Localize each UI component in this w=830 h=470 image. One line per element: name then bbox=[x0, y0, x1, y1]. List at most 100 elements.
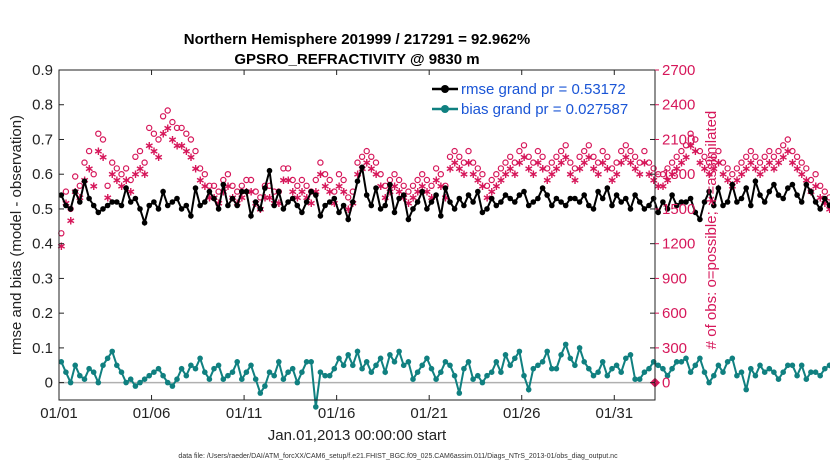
obs-possible-point bbox=[618, 147, 625, 155]
obs-possible-point bbox=[409, 182, 417, 189]
obs-assimilated-point: ∗ bbox=[214, 196, 224, 210]
rmse-point bbox=[239, 188, 245, 195]
obs-assimilated-point: ∗ bbox=[579, 156, 589, 170]
obs-possible-point bbox=[326, 176, 333, 184]
obs-possible-point bbox=[298, 176, 306, 184]
obs-possible-point bbox=[594, 159, 602, 166]
obs-possible-point bbox=[132, 153, 139, 160]
bias-point bbox=[794, 372, 800, 379]
rmse-point bbox=[572, 195, 578, 202]
obs-assimilated-point: ∗ bbox=[473, 173, 483, 187]
obs-possible-point bbox=[525, 153, 532, 160]
obs-assimilated-point: ∗ bbox=[181, 144, 191, 158]
rmse-point bbox=[336, 209, 342, 216]
obs-possible-point bbox=[451, 147, 458, 155]
obs-possible-point bbox=[303, 182, 310, 189]
obs-possible-point bbox=[432, 165, 440, 172]
obs-possible-point bbox=[479, 170, 486, 178]
obs-assimilated-point: ∗ bbox=[792, 161, 802, 175]
rmse-point bbox=[780, 195, 786, 202]
obs-possible-point bbox=[76, 182, 84, 189]
rmse-point bbox=[618, 199, 624, 205]
obs-possible-point bbox=[599, 147, 606, 155]
bias-point bbox=[433, 376, 439, 383]
obs-possible-point bbox=[793, 153, 801, 160]
obs-assimilated-point: ∗ bbox=[741, 161, 751, 175]
obs-assimilated-point: ∗ bbox=[667, 167, 677, 181]
bias-point bbox=[613, 362, 620, 369]
bias-point bbox=[599, 359, 606, 365]
bias-point bbox=[382, 369, 389, 376]
bias-point bbox=[461, 365, 467, 372]
bias-point bbox=[322, 372, 328, 379]
obs-assimilated-point: ∗ bbox=[672, 161, 682, 175]
bias-point bbox=[451, 372, 458, 379]
rmse-point bbox=[294, 202, 301, 209]
rmse-point bbox=[761, 199, 768, 205]
rmse-point bbox=[822, 195, 828, 202]
rmse-point bbox=[798, 199, 805, 205]
obs-assimilated-point: ∗ bbox=[500, 167, 510, 181]
obs-possible-point bbox=[169, 118, 176, 126]
obs-assimilated-point: ∗ bbox=[820, 196, 830, 210]
bias-point bbox=[155, 365, 162, 372]
obs-possible-point bbox=[469, 159, 477, 166]
y-left-tick-label: 0 bbox=[45, 375, 53, 392]
rmse-point bbox=[692, 209, 699, 216]
obs-possible-point bbox=[368, 153, 375, 160]
bias-point bbox=[225, 372, 231, 379]
obs-possible-point bbox=[391, 170, 398, 178]
bias-point bbox=[683, 355, 689, 362]
rmse-point bbox=[465, 192, 472, 198]
bias-point bbox=[525, 386, 532, 393]
obs-assimilated-point: ∗ bbox=[431, 173, 441, 187]
obs-assimilated-point: ∗ bbox=[450, 156, 460, 170]
obs-assimilated-point: ∗ bbox=[746, 156, 756, 170]
bias-point bbox=[336, 355, 342, 362]
rmse-point bbox=[377, 206, 384, 212]
rmse-point bbox=[484, 206, 490, 212]
bias-point bbox=[609, 365, 615, 372]
chart-title-line1: Northern Hemisphere 201999 / 217291 = 92… bbox=[184, 31, 530, 48]
rmse-point bbox=[225, 202, 231, 209]
obs-possible-point bbox=[784, 136, 792, 143]
rmse-point bbox=[683, 199, 689, 205]
rmse-point bbox=[544, 192, 550, 198]
bias-point bbox=[488, 369, 495, 376]
obs-possible-point bbox=[664, 165, 671, 172]
obs-assimilated-point: ∗ bbox=[547, 167, 557, 181]
bias-point bbox=[123, 379, 129, 386]
y-right-tick-label: 2100 bbox=[662, 131, 695, 148]
bias-point bbox=[104, 355, 111, 362]
bias-point bbox=[414, 369, 421, 376]
rmse-point bbox=[141, 220, 148, 226]
bias-point bbox=[377, 355, 384, 362]
rmse-point bbox=[433, 192, 439, 198]
y-left-tick-label: 0.3 bbox=[32, 270, 53, 287]
obs-assimilated-point: ∗ bbox=[625, 156, 635, 170]
obs-possible-point bbox=[423, 176, 431, 184]
rmse-point bbox=[752, 178, 759, 184]
rmse-point bbox=[252, 199, 259, 205]
obs-possible-point bbox=[719, 159, 727, 166]
obs-assimilated-point: ∗ bbox=[107, 167, 117, 181]
obs-assimilated-point: ∗ bbox=[126, 185, 136, 199]
rmse-point bbox=[664, 206, 671, 212]
obs-assimilated-point: ∗ bbox=[75, 190, 85, 204]
obs-possible-point bbox=[71, 173, 79, 180]
bias-point bbox=[447, 362, 453, 369]
rmse-point bbox=[118, 202, 125, 209]
rmse-point bbox=[77, 199, 83, 205]
rmse-point bbox=[331, 195, 338, 202]
bias-point bbox=[326, 372, 333, 379]
rmse-point bbox=[63, 202, 69, 209]
bias-point bbox=[720, 369, 726, 376]
obs-possible-point bbox=[557, 147, 565, 155]
rmse-point bbox=[826, 202, 830, 209]
obs-assimilated-point: ∗ bbox=[334, 179, 344, 193]
obs-assimilated-point: ∗ bbox=[602, 161, 612, 175]
obs-possible-point bbox=[701, 153, 708, 160]
bias-point bbox=[141, 376, 148, 383]
y-left-tick-label: 0.9 bbox=[32, 62, 53, 79]
